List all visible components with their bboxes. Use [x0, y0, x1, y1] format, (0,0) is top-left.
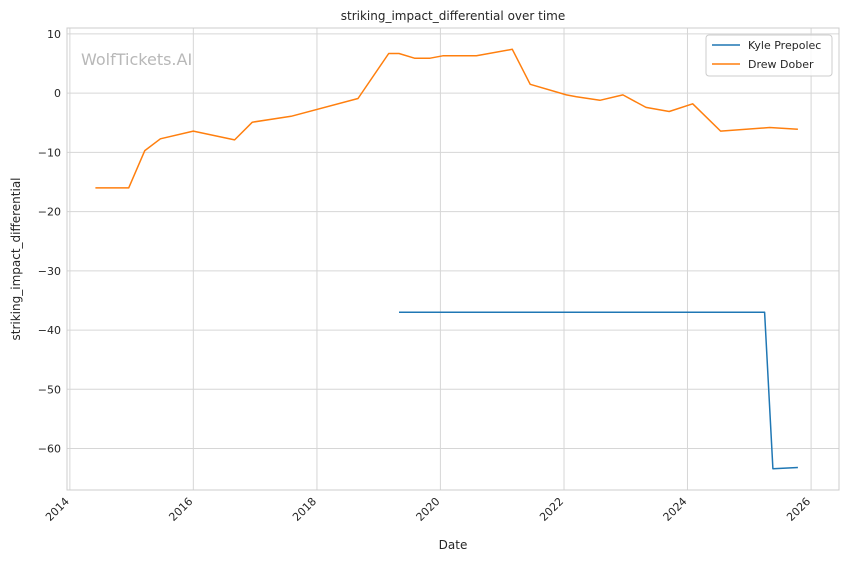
- legend-label-kyle-prepolec: Kyle Prepolec: [748, 39, 821, 52]
- x-tick-label: 2014: [43, 495, 72, 524]
- legend-label-drew-dober: Drew Dober: [748, 58, 814, 71]
- y-tick-label: −40: [38, 324, 61, 337]
- y-axis-title: striking_impact_differential: [9, 177, 23, 340]
- series-line-drew-dober: [95, 48, 798, 189]
- series-group: [95, 48, 798, 470]
- y-axis-ticks: 10 0 −10 −20 −30 −40 −50 −60: [38, 28, 61, 456]
- x-tick-label: 2018: [290, 495, 319, 524]
- legend: Kyle Prepolec Drew Dober: [705, 34, 833, 77]
- chart-title: striking_impact_differential over time: [341, 9, 566, 23]
- y-tick-label: −60: [38, 443, 61, 456]
- x-axis-title: Date: [439, 538, 468, 552]
- y-tick-label: −50: [38, 383, 61, 396]
- y-tick-label: −30: [38, 265, 61, 278]
- x-tick-label: 2026: [784, 495, 813, 524]
- y-tick-label: 10: [47, 28, 61, 41]
- x-axis-ticks: 2014 2016 2018 2020 2022 2024 2026: [43, 495, 813, 524]
- y-tick-label: −10: [38, 146, 61, 159]
- x-tick-label: 2020: [414, 495, 443, 524]
- y-tick-label: 0: [54, 87, 61, 100]
- watermark: WolfTickets.AI: [81, 50, 192, 69]
- x-tick-label: 2016: [166, 495, 195, 524]
- grid: [67, 28, 839, 490]
- y-tick-label: −20: [38, 206, 61, 219]
- x-tick-label: 2024: [661, 495, 690, 524]
- plot-area-frame: [66, 27, 840, 491]
- x-tick-label: 2022: [537, 495, 566, 524]
- series-line-kyle-prepolec: [399, 311, 798, 470]
